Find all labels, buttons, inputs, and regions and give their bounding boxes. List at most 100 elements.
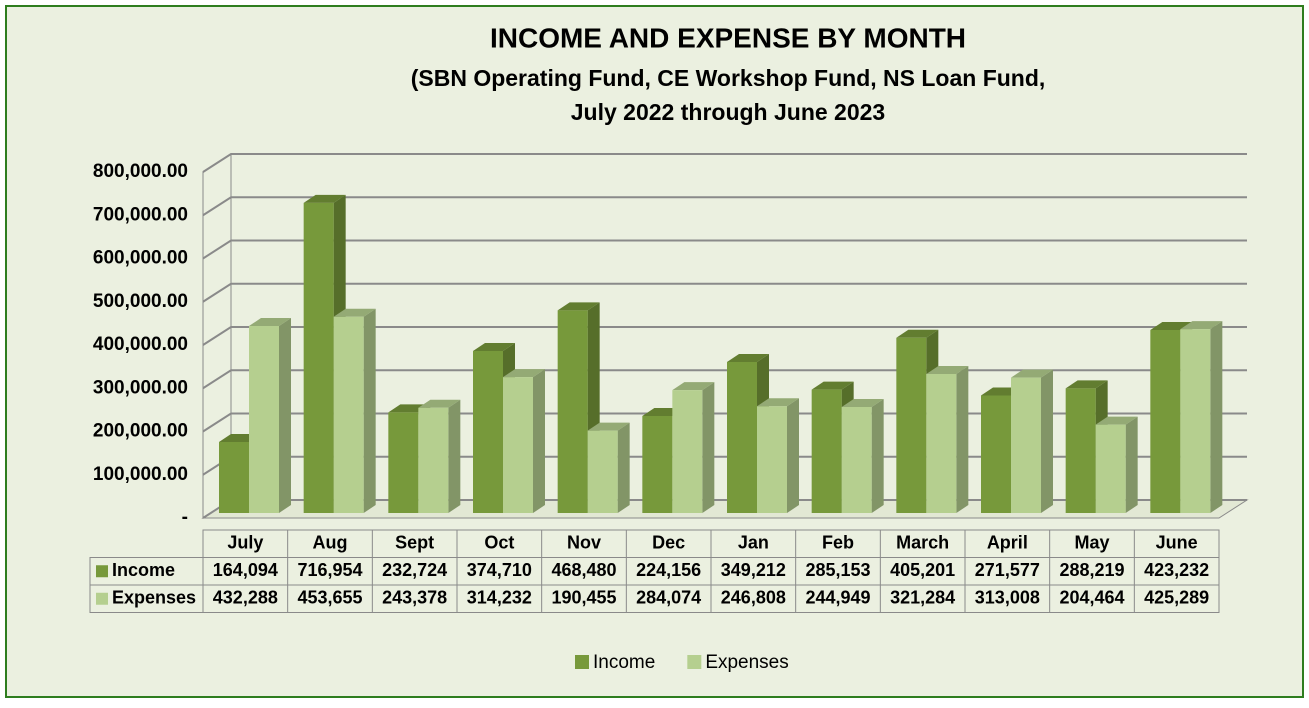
bar-face (926, 366, 969, 375)
bar-face (727, 353, 769, 362)
y-tick-label: 600,000.00 (93, 248, 188, 269)
bar-face (557, 310, 588, 513)
x-tick-label: June (1156, 533, 1198, 553)
y-tick-label: 800,000.00 (93, 161, 188, 182)
bar-face (896, 329, 939, 338)
bar-face (926, 374, 957, 513)
bar-face (787, 398, 799, 513)
bar-face (1125, 416, 1138, 513)
bar (587, 422, 630, 513)
bar-face (672, 382, 715, 391)
bar-face (1180, 329, 1211, 513)
bar-face (1210, 321, 1223, 513)
x-tick-label: March (896, 533, 949, 553)
bar (249, 318, 291, 513)
bar-face (702, 382, 715, 513)
chart-title: INCOME AND EXPENSE BY MONTH (490, 22, 966, 53)
data-label: 285,153 (805, 560, 870, 580)
bar-face (503, 369, 545, 378)
y-tick-label: - (182, 507, 188, 528)
data-label: 246,808 (721, 588, 786, 608)
x-tick-label: Aug (313, 533, 348, 553)
bar (503, 369, 545, 513)
data-label: 284,074 (636, 588, 701, 608)
bar-face (303, 202, 334, 513)
data-label: 423,232 (1144, 560, 1209, 580)
y-tick-label: 300,000.00 (93, 377, 188, 398)
bar (1180, 321, 1223, 513)
bar (841, 399, 884, 513)
bar (672, 382, 715, 513)
table-row-label: Expenses (112, 588, 196, 608)
data-label: 190,455 (551, 588, 616, 608)
data-label: 716,954 (297, 560, 362, 580)
bar-face (811, 381, 854, 390)
legend-label: Expenses (705, 652, 788, 673)
bar-face (249, 326, 279, 513)
bar-face (1150, 329, 1181, 513)
bar (333, 308, 376, 513)
x-tick-label: April (987, 533, 1028, 553)
bar-face (557, 302, 600, 311)
bar-face (1065, 380, 1108, 389)
bar-face (333, 316, 364, 513)
bar-face (1095, 424, 1126, 513)
data-label: 243,378 (382, 588, 447, 608)
data-label: 468,480 (551, 560, 616, 580)
grid-line (202, 239, 1247, 260)
data-label: 313,008 (975, 588, 1040, 608)
bar-face (473, 342, 515, 351)
bar-face (981, 395, 1011, 513)
data-label: 164,094 (213, 560, 278, 580)
bar-face (587, 430, 618, 513)
bar-face (303, 194, 346, 203)
bar-face (418, 407, 449, 513)
data-label: 271,577 (975, 560, 1040, 580)
legend-label: Income (593, 652, 655, 673)
legend-key (687, 655, 702, 669)
bar-face (587, 422, 630, 431)
bar-face (617, 422, 630, 513)
bar-face (1180, 321, 1223, 330)
bar-face (418, 399, 461, 408)
bar-face (533, 369, 545, 513)
x-tick-label: May (1074, 533, 1109, 553)
bar-face (841, 407, 872, 513)
bar-face (279, 318, 291, 513)
data-label: 321,284 (890, 588, 955, 608)
data-label: 314,232 (467, 588, 532, 608)
data-label: 432,288 (213, 588, 278, 608)
bar-face (757, 398, 799, 407)
bar-face (1011, 377, 1041, 513)
bar-face (333, 308, 376, 317)
chart-subtitle: (SBN Operating Fund, CE Workshop Fund, N… (411, 65, 1046, 91)
y-tick-label: 500,000.00 (93, 291, 188, 312)
x-tick-label: Feb (822, 533, 854, 553)
y-tick-label: 400,000.00 (93, 334, 188, 355)
bar-face (388, 412, 419, 513)
table-row-label: Income (112, 560, 175, 580)
bar (1095, 416, 1138, 513)
bar-face (841, 399, 884, 408)
bar-face (1041, 369, 1053, 513)
x-tick-label: July (227, 533, 263, 553)
grid-line (202, 282, 1247, 303)
bar-face (249, 318, 291, 327)
y-tick-label: 200,000.00 (93, 421, 188, 442)
x-tick-label: Sept (395, 533, 434, 553)
bar-face (1011, 369, 1053, 378)
bar-face (503, 377, 533, 513)
bar (926, 366, 969, 513)
grid-line (202, 326, 1247, 346)
bar (1011, 369, 1053, 513)
y-tick-label: 700,000.00 (93, 204, 188, 225)
x-tick-label: Dec (652, 533, 685, 553)
data-label: 204,464 (1059, 588, 1124, 608)
data-label: 425,289 (1144, 588, 1209, 608)
y-tick-label: 100,000.00 (93, 464, 188, 485)
bar-face (811, 389, 842, 513)
data-label: 349,212 (721, 560, 786, 580)
data-label: 288,219 (1059, 560, 1124, 580)
data-label: 232,724 (382, 560, 447, 580)
